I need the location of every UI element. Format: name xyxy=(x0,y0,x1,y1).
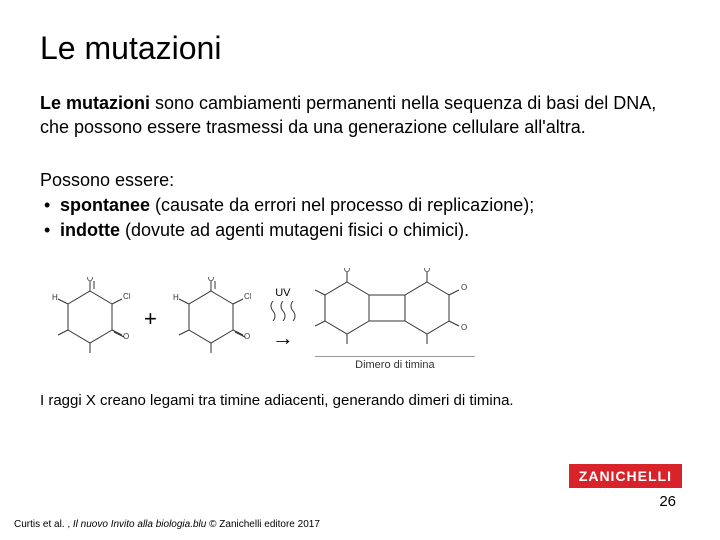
chemical-diagram: H O CH₃ O + H xyxy=(50,259,680,379)
intro-paragraph: Le mutazioni sono cambiamenti permanenti… xyxy=(40,91,680,140)
page-title: Le mutazioni xyxy=(40,30,680,67)
uv-waves-icon xyxy=(269,301,297,321)
svg-text:O: O xyxy=(123,332,129,341)
credit-prefix: Curtis et al. , xyxy=(14,519,73,530)
list-item: indotte (dovute ad agenti mutageni fisic… xyxy=(40,218,680,243)
svg-text:O: O xyxy=(87,277,93,283)
bullet-rest: (causate da errori nel processo di repli… xyxy=(150,195,534,215)
thymine-molecule: H O CH₃ O xyxy=(171,277,251,362)
publisher-logo: ZANICHELLI xyxy=(569,464,682,488)
slide: Le mutazioni Le mutazioni sono cambiamen… xyxy=(0,0,720,540)
credit-line: Curtis et al. , Il nuovo Invito alla bio… xyxy=(14,519,320,530)
svg-text:O: O xyxy=(424,268,430,274)
svg-text:CH₃: CH₃ xyxy=(123,292,130,301)
svg-text:H: H xyxy=(52,293,58,302)
plus-symbol: + xyxy=(144,306,157,332)
types-intro: Possono essere: xyxy=(40,168,680,193)
bullet-bold: spontanee xyxy=(60,195,150,215)
svg-text:O: O xyxy=(461,323,467,332)
svg-text:O: O xyxy=(461,283,467,292)
svg-text:O: O xyxy=(244,332,250,341)
bullet-list: spontanee (causate da errori nel process… xyxy=(40,193,680,243)
svg-text:CH₃: CH₃ xyxy=(244,292,251,301)
bullet-bold: indotte xyxy=(60,220,120,240)
thymine-molecule: H O CH₃ O xyxy=(50,277,130,362)
types-block: Possono essere: spontanee (causate da er… xyxy=(40,168,680,244)
svg-text:O: O xyxy=(344,268,350,274)
credit-title: Il nuovo Invito alla biologia.blu xyxy=(73,519,206,530)
page-number: 26 xyxy=(659,493,676,510)
uv-arrow: UV → xyxy=(269,287,297,351)
thymine-dimer: O O O O Dimero di timina xyxy=(315,268,475,371)
uv-label: UV xyxy=(275,287,290,299)
arrow-icon: → xyxy=(272,325,294,351)
credit-suffix: © Zanichelli editore 2017 xyxy=(206,519,320,530)
svg-text:H: H xyxy=(173,293,179,302)
dimer-label: Dimero di timina xyxy=(315,356,475,371)
intro-bold: Le mutazioni xyxy=(40,93,150,113)
bullet-rest: (dovute ad agenti mutageni fisici o chim… xyxy=(120,220,469,240)
list-item: spontanee (causate da errori nel process… xyxy=(40,193,680,218)
svg-text:O: O xyxy=(208,277,214,283)
diagram-caption: I raggi X creano legami tra timine adiac… xyxy=(40,391,520,411)
